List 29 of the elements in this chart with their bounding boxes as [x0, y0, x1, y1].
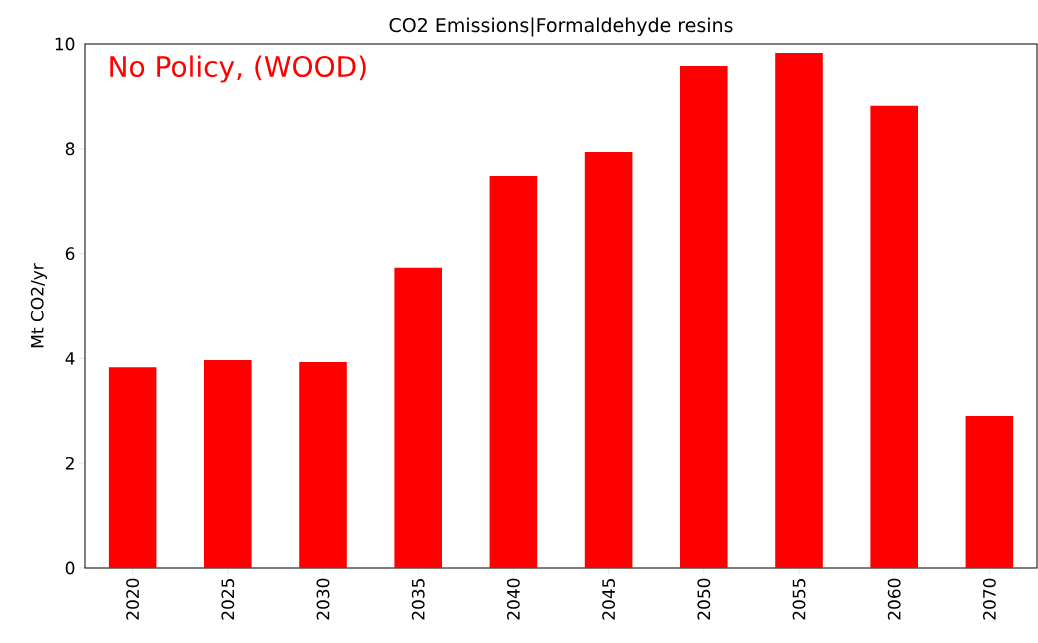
y-tick-label: 4 [65, 352, 75, 365]
y-tick-label: 0 [65, 561, 75, 575]
bar [965, 416, 1014, 568]
y-tick-label: 2 [65, 456, 74, 470]
y-tick-label: 10 [55, 37, 75, 51]
bar [775, 52, 823, 568]
x-tick-label: 2040 [506, 578, 520, 620]
bar [584, 151, 633, 568]
annotation: No Policy, (WOOD) [110, 55, 366, 83]
bar [108, 367, 157, 568]
bar [489, 176, 538, 568]
x-tick-label: 2070 [982, 578, 996, 620]
bar [680, 66, 728, 568]
x-tick-label: 2045 [602, 579, 616, 620]
x-tick-label: 2050 [697, 578, 711, 620]
bar [870, 105, 919, 568]
x-tick-label: 2055 [792, 579, 806, 620]
chart-title: CO2 Emissions|Formaldehyde resins [389, 17, 733, 37]
x-tick-label: 2020 [126, 578, 140, 620]
y-axis-title: Mt CO2/yr [30, 263, 47, 348]
x-tick-label: 2025 [221, 579, 235, 620]
bar [204, 359, 252, 568]
x-tick-label: 2030 [316, 578, 330, 620]
bar [394, 267, 442, 568]
bar [299, 362, 347, 568]
y-tick-label: 6 [65, 247, 75, 261]
y-tick-label: 8 [65, 142, 75, 156]
x-tick-label: 2035 [411, 579, 425, 620]
x-tick-label: 2060 [887, 578, 901, 620]
